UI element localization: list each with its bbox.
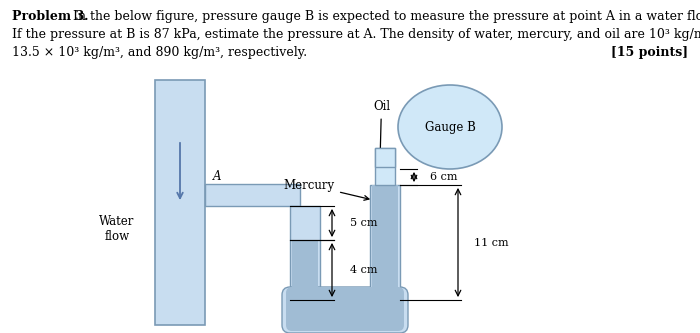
Text: If the pressure at B is 87 kPa, estimate the pressure at A. The density of water: If the pressure at B is 87 kPa, estimate… <box>12 28 700 41</box>
Text: 5 cm: 5 cm <box>350 218 377 228</box>
Bar <box>205 184 300 206</box>
Bar <box>370 185 400 305</box>
Bar <box>292 240 318 305</box>
Bar <box>155 80 205 325</box>
Text: Gauge B: Gauge B <box>425 121 475 134</box>
Bar <box>375 148 395 185</box>
Text: A: A <box>213 170 221 183</box>
Text: 6 cm: 6 cm <box>430 172 458 182</box>
Text: 13.5 × 10³ kg/m³, and 890 kg/m³, respectively.: 13.5 × 10³ kg/m³, and 890 kg/m³, respect… <box>12 46 307 59</box>
Text: Water
flow: Water flow <box>99 215 134 243</box>
Text: [15 points]: [15 points] <box>611 46 688 59</box>
Text: Mercury: Mercury <box>284 178 369 200</box>
Text: 11 cm: 11 cm <box>474 237 509 247</box>
FancyBboxPatch shape <box>286 287 404 331</box>
Text: Problem 3.: Problem 3. <box>12 10 88 23</box>
Text: Oil: Oil <box>373 101 390 158</box>
Bar <box>375 148 395 167</box>
Text: In the below figure, pressure gauge B is expected to measure the pressure at poi: In the below figure, pressure gauge B is… <box>69 10 700 23</box>
Ellipse shape <box>398 85 502 169</box>
Text: 4 cm: 4 cm <box>350 265 377 275</box>
FancyBboxPatch shape <box>282 287 408 333</box>
Bar <box>290 206 320 305</box>
Bar <box>372 185 398 305</box>
